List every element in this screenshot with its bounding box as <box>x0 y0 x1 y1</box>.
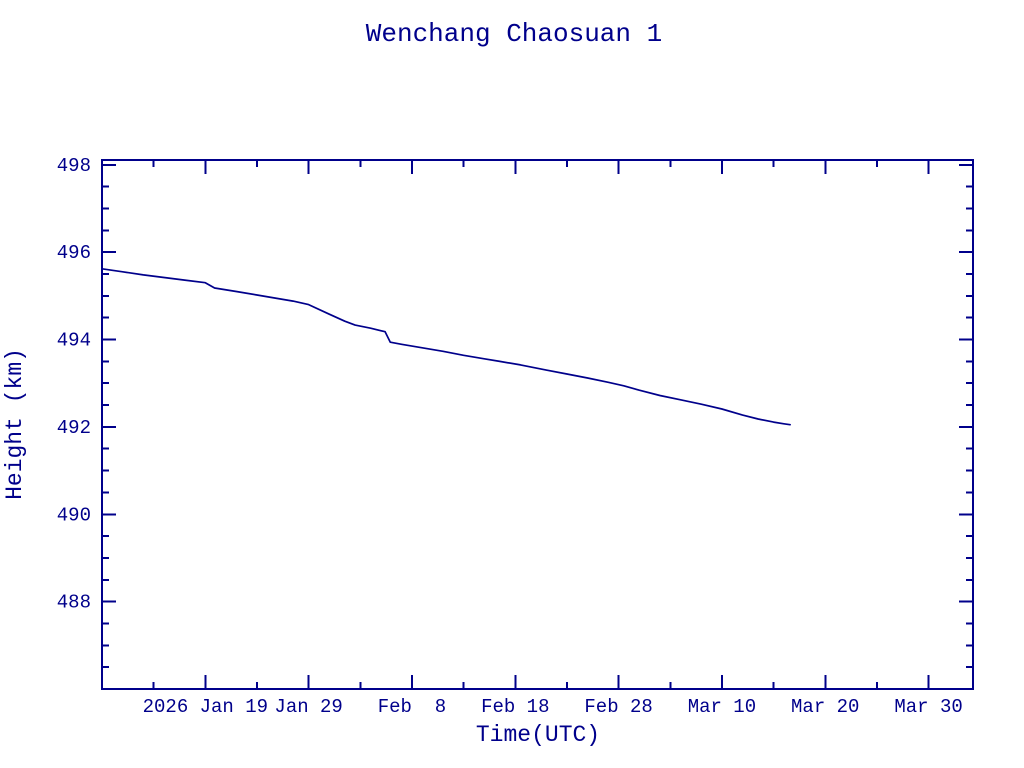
height-series-line <box>101 267 791 426</box>
y-tick-label: 490 <box>57 504 91 526</box>
x-tick-label: Feb 8 <box>378 696 446 718</box>
x-tick-label: 2026 Jan 19 <box>143 696 268 718</box>
x-tick-labels: 2026 Jan 19 Jan 29 Feb 8 Feb 18 Feb 28 Mar 10… <box>143 696 963 718</box>
x-tick-label: Mar 20 <box>791 696 859 718</box>
y-axis-title: Height (km) <box>2 348 28 500</box>
chart-title: Wenchang Chaosuan 1 <box>366 19 662 49</box>
x-tick-label: Feb 28 <box>584 696 652 718</box>
axis-ticks <box>102 160 973 689</box>
y-tick-labels: 498 496 494 492 490 488 <box>57 155 91 614</box>
y-tick-label: 488 <box>57 592 91 614</box>
x-tick-label: Mar 30 <box>894 696 962 718</box>
x-tick-label: Feb 18 <box>481 696 549 718</box>
y-tick-label: 496 <box>57 242 91 264</box>
plot-frame <box>101 159 974 690</box>
x-tick-label: Jan 29 <box>274 696 342 718</box>
frame-rect <box>101 159 974 690</box>
x-tick-label: Mar 10 <box>688 696 756 718</box>
y-tick-label: 494 <box>57 330 91 352</box>
x-axis-title: Time(UTC) <box>476 722 600 748</box>
y-tick-label: 492 <box>57 417 91 439</box>
y-tick-label: 498 <box>57 155 91 177</box>
